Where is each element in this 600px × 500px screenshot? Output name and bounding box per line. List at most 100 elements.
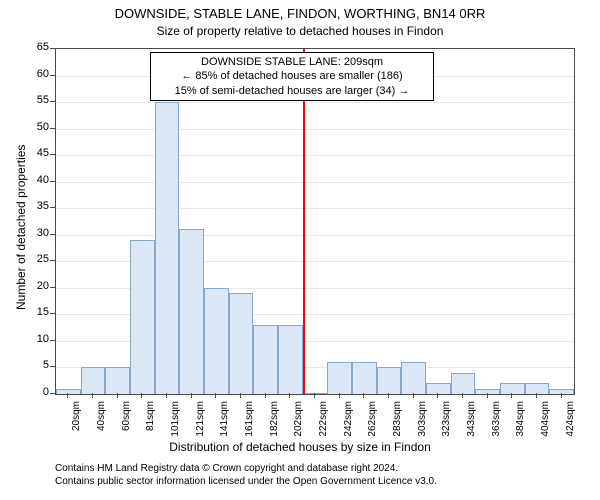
y-tick-label: 0 [27, 386, 49, 398]
footer-line1: Contains HM Land Registry data © Crown c… [55, 462, 437, 475]
y-tick [50, 48, 55, 49]
x-tick-label: 323sqm [441, 401, 452, 441]
histogram-bar [204, 288, 229, 394]
histogram-bar [56, 389, 81, 394]
x-tick-label: 424sqm [565, 401, 576, 441]
x-tick [437, 393, 438, 398]
x-tick-label: 384sqm [515, 401, 526, 441]
x-tick-label: 182sqm [269, 401, 280, 441]
histogram-bar [327, 362, 352, 394]
y-tick-label: 25 [27, 253, 49, 265]
x-tick-label: 101sqm [170, 401, 181, 441]
x-tick [117, 393, 118, 398]
grid-line [56, 102, 574, 103]
histogram-bar [253, 325, 278, 394]
y-tick [50, 128, 55, 129]
y-axis-label: Number of detached properties [14, 145, 28, 310]
grid-line [56, 182, 574, 183]
histogram-bar [426, 383, 451, 394]
grid-line [56, 208, 574, 209]
x-tick [462, 393, 463, 398]
x-tick [388, 393, 389, 398]
x-tick [339, 393, 340, 398]
x-tick [240, 393, 241, 398]
annotation-line1: DOWNSIDE STABLE LANE: 209sqm [157, 55, 427, 69]
y-tick-label: 20 [27, 280, 49, 292]
grid-line [56, 129, 574, 130]
y-tick-label: 60 [27, 68, 49, 80]
footer-text: Contains HM Land Registry data © Crown c… [55, 462, 437, 488]
grid-line [56, 235, 574, 236]
x-tick [289, 393, 290, 398]
x-tick-label: 141sqm [219, 401, 230, 441]
y-tick [50, 154, 55, 155]
x-tick-label: 343sqm [466, 401, 477, 441]
x-tick [191, 393, 192, 398]
x-tick-label: 81sqm [145, 401, 156, 441]
histogram-bar [81, 367, 106, 394]
x-tick [141, 393, 142, 398]
histogram-bar [229, 293, 254, 394]
x-tick [166, 393, 167, 398]
y-tick-label: 45 [27, 147, 49, 159]
x-tick [215, 393, 216, 398]
annotation-line3: 15% of semi-detached houses are larger (… [157, 84, 427, 98]
y-tick-label: 15 [27, 306, 49, 318]
histogram-bar [500, 383, 525, 394]
histogram-bar [377, 367, 402, 394]
y-tick-label: 50 [27, 121, 49, 133]
x-tick [511, 393, 512, 398]
x-tick-label: 262sqm [367, 401, 378, 441]
footer-line2: Contains public sector information licen… [55, 475, 437, 488]
x-tick-label: 202sqm [293, 401, 304, 441]
x-tick-label: 20sqm [71, 401, 82, 441]
annotation-box: DOWNSIDE STABLE LANE: 209sqm← 85% of det… [150, 52, 434, 101]
chart-title: DOWNSIDE, STABLE LANE, FINDON, WORTHING,… [0, 6, 600, 21]
histogram-bar [549, 389, 574, 394]
x-tick [265, 393, 266, 398]
y-tick [50, 207, 55, 208]
histogram-bar [451, 373, 476, 394]
x-tick-label: 60sqm [121, 401, 132, 441]
histogram-bar [401, 362, 426, 394]
histogram-bar [179, 229, 204, 394]
y-tick-label: 5 [27, 359, 49, 371]
x-tick [561, 393, 562, 398]
histogram-bar [105, 367, 130, 394]
y-tick [50, 260, 55, 261]
x-tick [92, 393, 93, 398]
y-tick [50, 234, 55, 235]
x-tick-label: 303sqm [417, 401, 428, 441]
chart-container: DOWNSIDE, STABLE LANE, FINDON, WORTHING,… [0, 0, 600, 500]
y-tick-label: 65 [27, 41, 49, 53]
x-tick-label: 161sqm [244, 401, 255, 441]
x-axis-label: Distribution of detached houses by size … [0, 440, 600, 454]
x-tick-label: 222sqm [318, 401, 329, 441]
histogram-bar [352, 362, 377, 394]
x-tick [363, 393, 364, 398]
y-tick-label: 30 [27, 227, 49, 239]
histogram-bar [475, 389, 500, 394]
x-tick-label: 404sqm [540, 401, 551, 441]
x-tick [487, 393, 488, 398]
y-tick-label: 55 [27, 94, 49, 106]
x-tick-label: 242sqm [343, 401, 354, 441]
histogram-bar [278, 325, 303, 394]
y-tick [50, 181, 55, 182]
y-tick-label: 10 [27, 333, 49, 345]
y-tick [50, 101, 55, 102]
x-tick-label: 40sqm [96, 401, 107, 441]
chart-subtitle: Size of property relative to detached ho… [0, 24, 600, 38]
x-tick [314, 393, 315, 398]
x-tick [67, 393, 68, 398]
y-tick [50, 313, 55, 314]
x-tick [413, 393, 414, 398]
y-tick [50, 366, 55, 367]
histogram-bar [155, 102, 180, 394]
y-tick [50, 287, 55, 288]
y-tick-label: 35 [27, 200, 49, 212]
annotation-line2: ← 85% of detached houses are smaller (18… [157, 69, 427, 83]
x-tick-label: 363sqm [491, 401, 502, 441]
x-tick [536, 393, 537, 398]
histogram-bar [130, 240, 155, 394]
